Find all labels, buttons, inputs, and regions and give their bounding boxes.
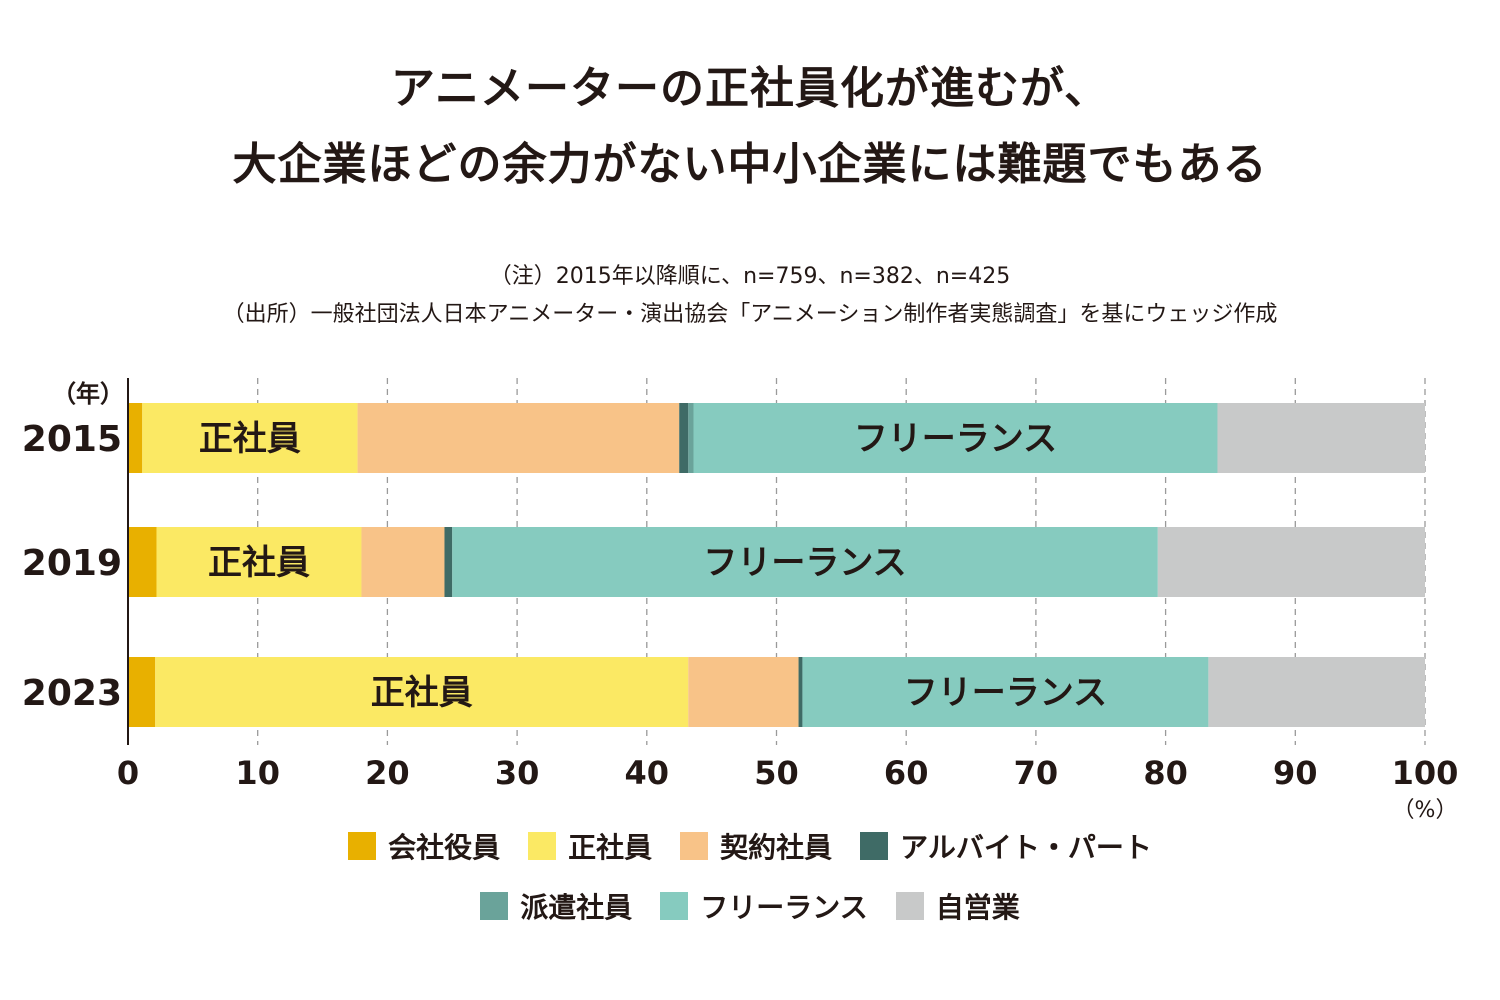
x-tick-label: 40 (625, 754, 670, 792)
y-axis-label: （年） (52, 380, 124, 408)
x-tick-label: 0 (117, 754, 139, 792)
x-tick-label: 80 (1143, 754, 1188, 792)
legend-label: 派遣社員 (520, 891, 633, 924)
segment-label: 正社員 (208, 543, 310, 583)
legend-row-1: 会社役員 正社員 契約社員 アルバイト・パート (0, 826, 1500, 866)
legend-swatch (895, 892, 924, 920)
chart-source: （出所）一般社団法人日本アニメーター・演出協会「アニメーション制作者実態調査」を… (222, 302, 1278, 327)
bar-segment (156, 527, 362, 597)
chart-title-line-1: アニメーターの正社員化が進むが、 (390, 63, 1110, 114)
bar-segment (693, 403, 1218, 473)
legend-label: 自営業 (935, 891, 1020, 924)
bar-segment (688, 657, 799, 727)
bar-segment (361, 527, 445, 597)
segment-label: フリーランス (854, 419, 1057, 459)
x-axis-unit-label: （%） (1393, 798, 1458, 823)
legend-swatch (528, 832, 557, 860)
segment-label: フリーランス (904, 673, 1107, 713)
chart-title-line-2: 大企業ほどの余力がない中小企業には難題でもある (232, 139, 1268, 190)
bar-segment (1217, 403, 1425, 473)
bar-segment (128, 657, 156, 727)
bar-segment (1208, 657, 1425, 727)
legend-label: 契約社員 (720, 831, 833, 864)
bar-segment (155, 657, 689, 727)
legend-item: 正社員 (528, 826, 652, 866)
x-tick-label: 30 (495, 754, 540, 792)
legend-swatch (680, 832, 709, 860)
bar-segment (1157, 527, 1425, 597)
legend-label: アルバイト・パート (900, 831, 1152, 864)
bar-segment (452, 527, 1158, 597)
bar-segment (444, 527, 453, 597)
legend-row-2: 派遣社員 フリーランス 自営業 (0, 886, 1500, 926)
legend-swatch (660, 892, 689, 920)
legend-item: 自営業 (895, 886, 1020, 926)
bar-segment (798, 657, 803, 727)
y-category-label: 2023 (22, 673, 122, 714)
y-category-label: 2019 (22, 543, 122, 584)
x-tick-label: 100 (1392, 754, 1459, 792)
segment-label: フリーランス (703, 543, 906, 583)
bar-segment (357, 403, 680, 473)
legend-item: 契約社員 (680, 826, 832, 866)
y-category-label: 2015 (22, 419, 122, 460)
legend-swatch (348, 832, 377, 860)
legend-swatch (860, 832, 889, 860)
x-tick-label: 10 (235, 754, 280, 792)
segment-label: 正社員 (371, 673, 473, 713)
bar-segment (802, 657, 1209, 727)
bar-segment (688, 403, 694, 473)
segment-label: 正社員 (199, 419, 301, 459)
x-tick-label: 70 (1014, 754, 1059, 792)
legend-item: 派遣社員 (480, 886, 632, 926)
legend-item: フリーランス (660, 886, 868, 926)
bar-segment (679, 403, 689, 473)
bar-segment (128, 527, 157, 597)
x-tick-label: 20 (365, 754, 410, 792)
bar-segment (128, 403, 143, 473)
legend-label: 会社役員 (388, 831, 501, 864)
legend-label: フリーランス (700, 891, 868, 924)
legend-swatch (480, 892, 509, 920)
x-tick-label: 60 (884, 754, 929, 792)
legend-item: 会社役員 (348, 826, 500, 866)
legend-item: アルバイト・パート (860, 826, 1152, 866)
chart-note: （注）2015年以降順に、n=759、n=382、n=425 (489, 264, 1011, 289)
x-tick-label: 90 (1273, 754, 1318, 792)
legend-label: 正社員 (568, 831, 653, 864)
x-tick-label: 50 (754, 754, 799, 792)
bar-segment (142, 403, 358, 473)
